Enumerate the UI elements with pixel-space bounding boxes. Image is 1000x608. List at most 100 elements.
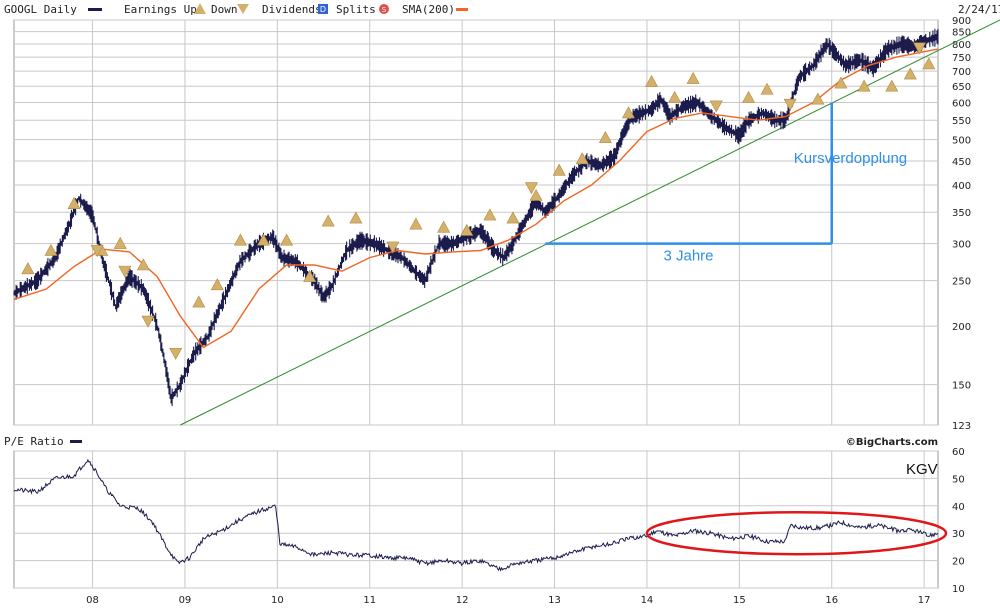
earnings-up-marker: [811, 92, 825, 105]
earnings-up-marker: [192, 295, 206, 308]
x-tick-labels: 08 09 10 11 12 13 14 15 16 17: [86, 595, 930, 606]
price-y-tick-750: 750: [952, 53, 971, 64]
earnings-up-marker: [834, 76, 848, 89]
earnings-up-marker: [409, 217, 423, 230]
earnings-up-marker: [437, 220, 451, 233]
pe-y-tick-10: 10: [952, 584, 965, 595]
earnings-up-triangle: [598, 130, 612, 143]
earnings-up-marker: [529, 188, 543, 201]
earnings-up-triangle: [857, 79, 871, 92]
pe-gridlines: [14, 450, 938, 589]
price-y-tick-400: 400: [952, 181, 971, 192]
earnings-up-triangle: [529, 188, 543, 201]
pe-plot-frame: [13, 450, 939, 589]
earnings-up-triangle: [44, 243, 58, 256]
earnings-up-marker: [575, 152, 589, 165]
price-series: [13, 19, 1000, 426]
earnings-down-marker: [141, 315, 155, 328]
earnings-up-marker: [280, 233, 294, 246]
earnings-up-triangle: [349, 211, 363, 224]
splits-icon-letter: S: [382, 6, 387, 14]
earnings-up-marker: [21, 262, 35, 275]
earnings-up-triangle: [903, 67, 917, 80]
earnings-up-triangle: [409, 217, 423, 230]
earnings-down-marker: [386, 241, 400, 254]
earnings-up-triangle: [113, 236, 127, 249]
x-tick-16: 16: [825, 595, 838, 606]
price-panel: 123 150 200 250 300 350 400 450 500 550 600 650 700 7…: [13, 16, 1000, 432]
price-y-tick-900: 900: [952, 16, 971, 27]
earnings-up-triangle: [136, 258, 150, 271]
earnings-up-triangle: [21, 262, 35, 275]
earnings-down-triangle: [141, 315, 155, 328]
earnings-up-triangle: [303, 270, 317, 282]
pe-header: P/E Ratio ©BigCharts.com: [4, 435, 938, 448]
pe-panel: 10 20 30 40 50 60 KGV: [13, 447, 965, 595]
earnings-down-marker: [709, 100, 723, 113]
price-y-tick-250: 250: [952, 277, 971, 288]
earnings-up-triangle: [192, 295, 206, 308]
price-y-tick-800: 800: [952, 40, 971, 51]
earnings-up-marker: [256, 233, 270, 246]
x-tick-15: 15: [733, 595, 746, 606]
earnings-up-marker: [210, 278, 224, 291]
price-legend-swatch: [88, 8, 102, 11]
price-line: [13, 28, 939, 406]
earnings-down-marker: [524, 182, 538, 195]
price-y-tick-labels: 123 150 200 250 300 350 400 450 500 550 600 650 700 7…: [952, 16, 971, 432]
x-tick-08: 08: [86, 595, 99, 606]
earnings-up-triangle: [811, 92, 825, 105]
pe-y-tick-labels: 10 20 30 40 50 60: [952, 447, 965, 595]
pe-highlight: [645, 510, 948, 556]
price-y-tick-500: 500: [952, 136, 971, 147]
earnings-up-marker: [760, 82, 774, 95]
earnings-down-marker: [783, 98, 797, 111]
doubling-label: Kursverdopplung: [794, 150, 907, 167]
earnings-up-triangle: [686, 71, 700, 84]
earnings-up-marker: [922, 57, 936, 70]
earnings-down-marker: [90, 245, 104, 258]
pe-legend-swatch: [70, 440, 82, 443]
x-tick-11: 11: [363, 595, 376, 606]
earnings-up-triangle: [67, 197, 81, 209]
pe-series: [13, 458, 939, 572]
earnings-up-triangle: [210, 278, 224, 291]
earnings-down-triangle: [118, 265, 132, 278]
chart-header-legend: GOOGL Daily Earnings Up Down Dividends D…: [4, 3, 1000, 16]
price-y-tick-350: 350: [952, 208, 971, 219]
pe-y-tick-40: 40: [952, 502, 965, 513]
price-y-tick-650: 650: [952, 82, 971, 93]
earnings-up-triangle: [506, 211, 520, 224]
price-y-tick-450: 450: [952, 157, 971, 168]
earnings-up-marker: [645, 74, 659, 87]
symbol-label: GOOGL Daily: [4, 3, 77, 16]
pe-highlight-ellipse: [645, 510, 948, 556]
earnings-up-triangle: [885, 79, 899, 92]
x-tick-12: 12: [456, 595, 469, 606]
earnings-up-triangle: [233, 233, 247, 246]
pe-y-tick-20: 20: [952, 557, 965, 568]
price-y-tick-600: 600: [952, 99, 971, 110]
x-tick-09: 09: [179, 595, 192, 606]
earnings-up-triangle: [834, 76, 848, 89]
sma-legend-swatch: [456, 8, 468, 11]
sma-line: [13, 48, 939, 349]
price-y-tick-123: 123: [952, 421, 971, 432]
price-y-tick-150: 150: [952, 381, 971, 392]
earnings-up-marker: [483, 208, 497, 221]
dividends-icon: D: [318, 4, 328, 14]
bigcharts-credit: ©BigCharts.com: [846, 437, 938, 448]
earnings-down-triangle: [524, 182, 538, 195]
earnings-up-marker: [621, 106, 635, 119]
earnings-up-triangle: [552, 163, 566, 176]
earnings-down-marker: [169, 347, 183, 360]
price-y-tick-300: 300: [952, 240, 971, 251]
earnings-up-marker: [668, 90, 682, 103]
earnings-up-marker: [506, 211, 520, 224]
price-y-tick-850: 850: [952, 28, 971, 39]
x-tick-14: 14: [641, 595, 654, 606]
earnings-down-triangle: [169, 347, 183, 360]
dividends-label: Dividends: [262, 3, 322, 16]
earnings-up-triangle: [742, 90, 756, 103]
